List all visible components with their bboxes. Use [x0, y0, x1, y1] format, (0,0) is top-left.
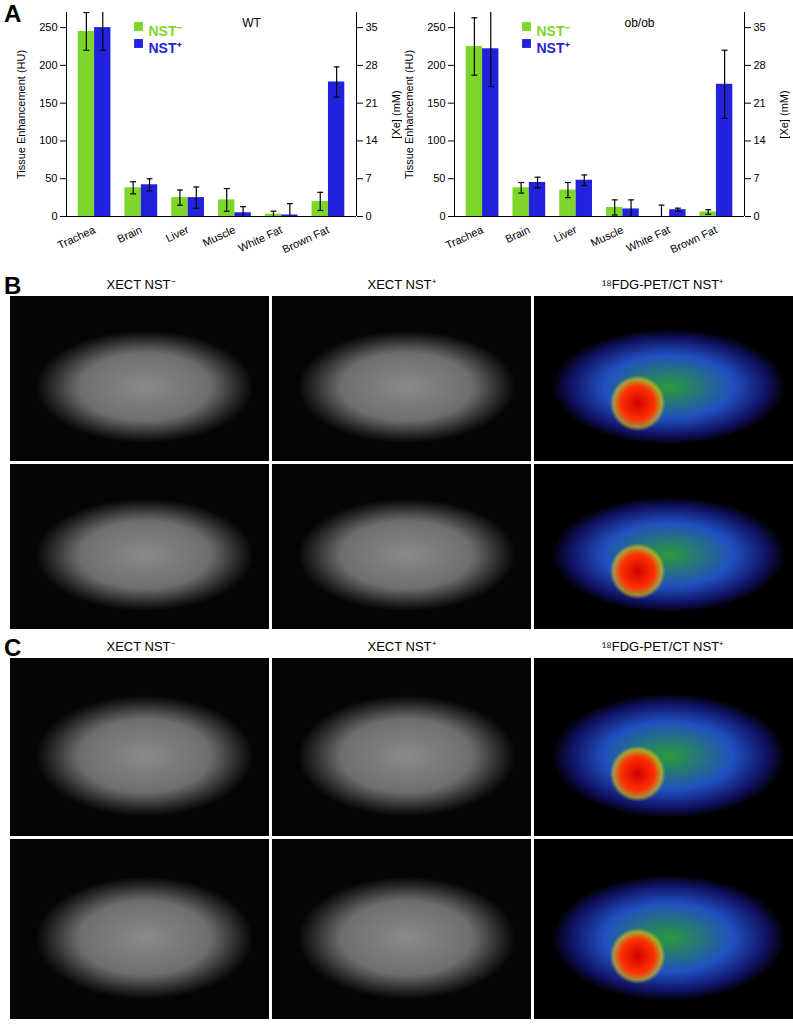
svg-text:100: 100: [39, 134, 57, 146]
svg-text:35: 35: [366, 21, 378, 33]
svg-text:7: 7: [366, 172, 372, 184]
svg-text:[Xe] (mM): [Xe] (mM): [778, 90, 790, 138]
html-text:C: C: [4, 634, 22, 661]
svg-text:Brown Fat: Brown Fat: [668, 223, 719, 255]
svg-text:White Fat: White Fat: [624, 223, 672, 254]
svg-text:Trachea: Trachea: [56, 223, 98, 251]
svg-text:[Xe] (mM): [Xe] (mM): [390, 90, 402, 138]
svg-text:WT: WT: [242, 16, 261, 30]
svg-text:Tissue Enhancement (HU): Tissue Enhancement (HU): [15, 50, 27, 179]
svg-text:White Fat: White Fat: [236, 223, 284, 254]
svg-text:0: 0: [754, 210, 760, 222]
svg-text:100: 100: [427, 134, 445, 146]
svg-text:NST⁺: NST⁺: [537, 40, 570, 56]
svg-text:150: 150: [427, 97, 445, 109]
svg-text:ob/ob: ob/ob: [624, 16, 654, 30]
svg-text:200: 200: [39, 59, 57, 71]
svg-text:50: 50: [45, 172, 57, 184]
svg-text:14: 14: [754, 134, 766, 146]
svg-text:Liver: Liver: [552, 223, 579, 244]
svg-text:250: 250: [39, 21, 57, 33]
svg-text:NST⁺: NST⁺: [149, 40, 182, 56]
svg-text:28: 28: [366, 59, 378, 71]
svg-text:0: 0: [366, 210, 372, 222]
svg-text:21: 21: [754, 97, 766, 109]
svg-text:50: 50: [433, 172, 445, 184]
svg-text:21: 21: [366, 97, 378, 109]
svg-text:Liver: Liver: [164, 223, 191, 244]
html-text:B: B: [4, 272, 22, 299]
svg-text:0: 0: [51, 210, 57, 222]
svg-text:Trachea: Trachea: [444, 223, 486, 251]
svg-text:7: 7: [754, 172, 760, 184]
svg-text:35: 35: [754, 21, 766, 33]
svg-text:Tissue Enhancement (HU): Tissue Enhancement (HU): [403, 50, 415, 179]
svg-text:Brain: Brain: [503, 223, 531, 245]
svg-text:NST⁻: NST⁻: [537, 23, 570, 39]
html-text:XECT NST⁺: XECT NST⁺: [367, 277, 436, 292]
html-text:XECT NST⁺: XECT NST⁺: [367, 639, 436, 654]
html-text:¹⁸FDG-PET/CT NST⁺: ¹⁸FDG-PET/CT NST⁺: [601, 639, 724, 654]
svg-text:28: 28: [754, 59, 766, 71]
svg-text:Muscle: Muscle: [589, 223, 626, 249]
html-text:¹⁸FDG-PET/CT NST⁺: ¹⁸FDG-PET/CT NST⁺: [601, 277, 724, 292]
svg-text:Muscle: Muscle: [201, 223, 238, 249]
svg-text:150: 150: [39, 97, 57, 109]
svg-text:200: 200: [427, 59, 445, 71]
svg-text:0: 0: [439, 210, 445, 222]
html-text:XECT NST⁻: XECT NST⁻: [106, 639, 175, 654]
html-text:A: A: [4, 0, 22, 27]
svg-text:14: 14: [366, 134, 378, 146]
svg-text:Brain: Brain: [115, 223, 143, 245]
svg-text:250: 250: [427, 21, 445, 33]
svg-text:NST⁻: NST⁻: [149, 23, 182, 39]
svg-text:Brown Fat: Brown Fat: [280, 223, 331, 255]
html-text:XECT NST⁻: XECT NST⁻: [106, 277, 175, 292]
